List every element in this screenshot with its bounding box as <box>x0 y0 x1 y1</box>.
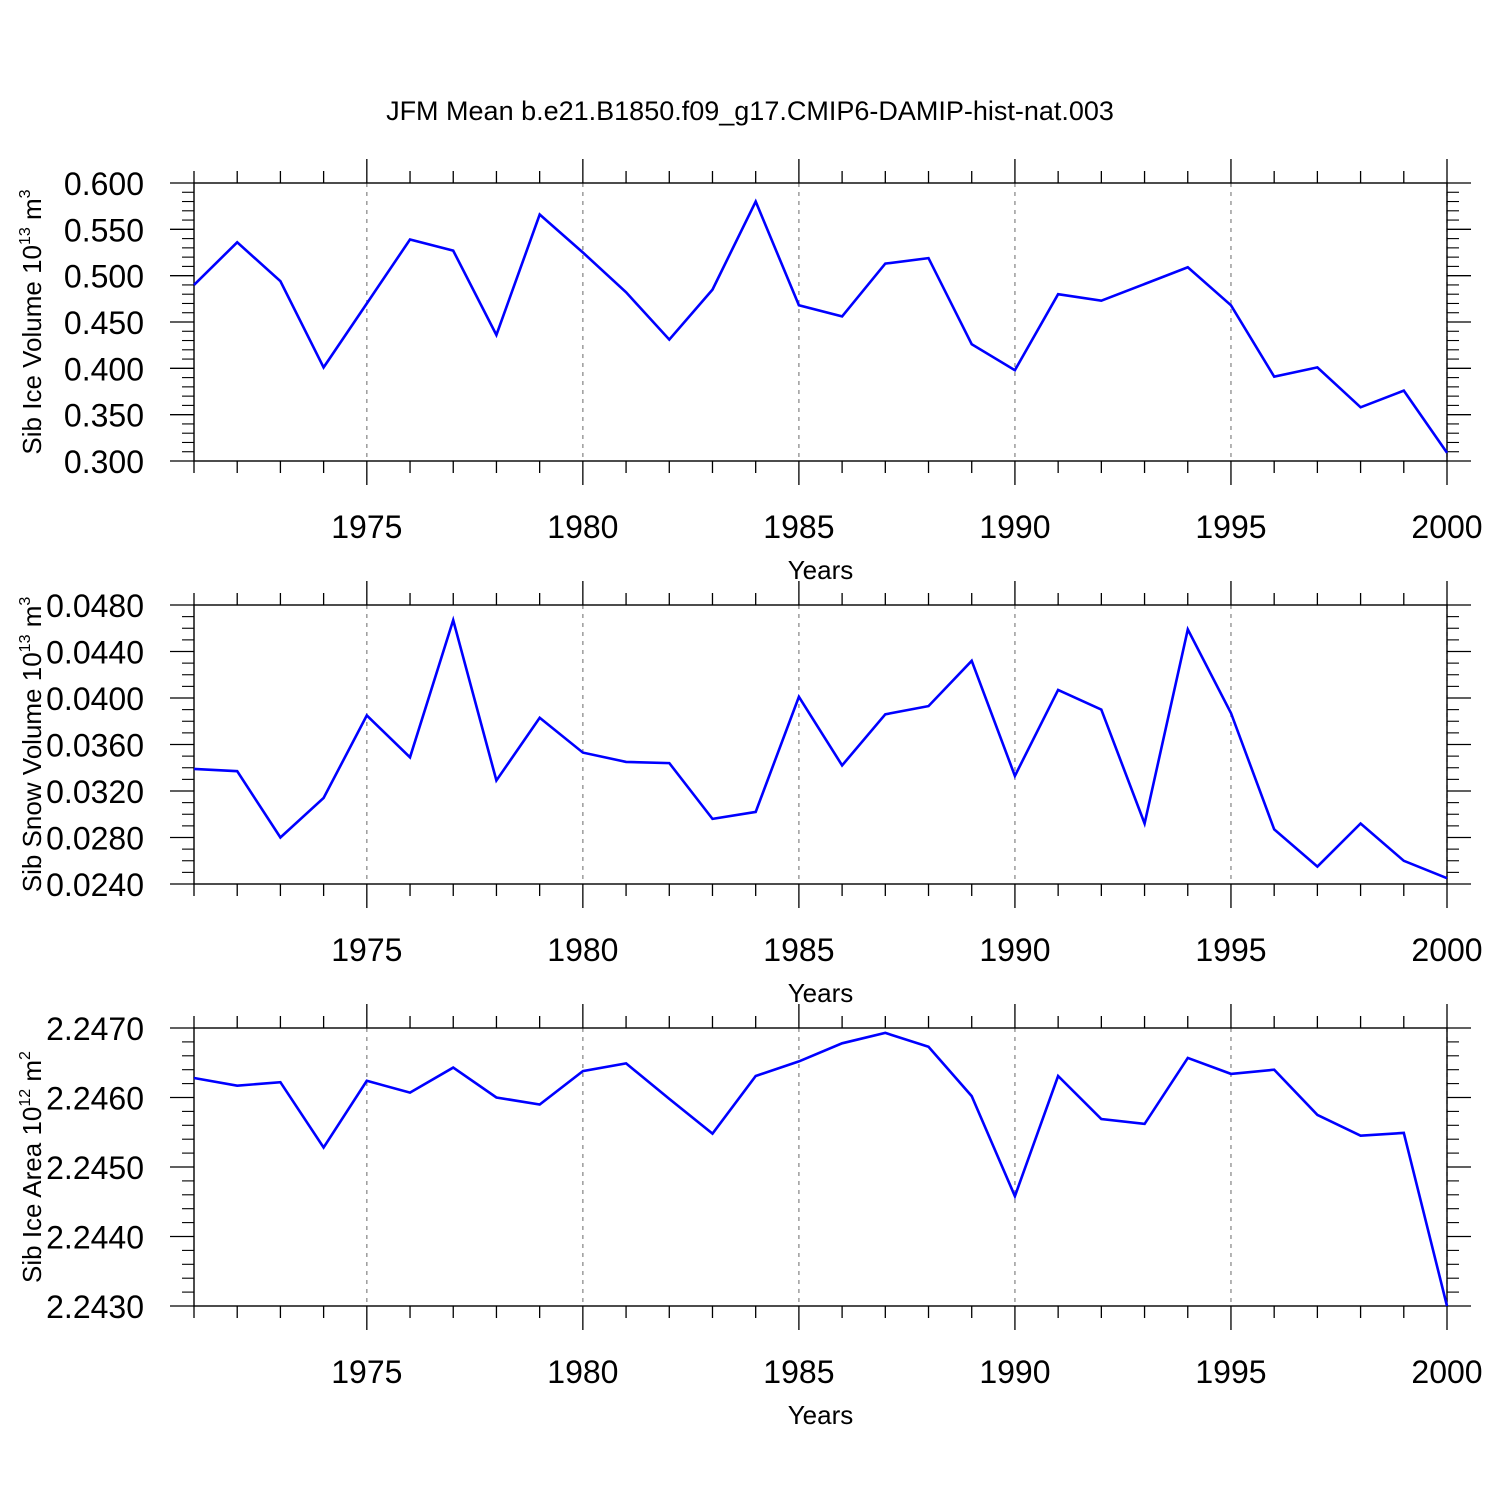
y-axis-label-unit: m <box>17 606 47 635</box>
x-tick-label: 1995 <box>1195 1354 1266 1390</box>
y-axis-label-exponent: 12 <box>17 1089 34 1107</box>
x-axis-label: Years <box>788 978 854 1008</box>
chart-panel-3: 2.2430 2.2440 2.2450 2.2460 2.2470 1975 1980 19… <box>17 1004 1483 1430</box>
y-tick-label: 0.0480 <box>46 588 144 624</box>
x-tick-label: 2000 <box>1411 1354 1482 1390</box>
y-axis-label-unit-exponent: 2 <box>17 1051 34 1060</box>
y-axis-label-main: Sib Snow Volume 10 <box>17 652 47 892</box>
y-tick-label: 0.0360 <box>46 728 144 764</box>
y-axis-label-exponent: 13 <box>17 634 34 652</box>
y-axis-label-main: Sib Ice Volume 10 <box>17 245 47 455</box>
x-tick-label: 1990 <box>979 932 1050 968</box>
y-axis-label: Sib Snow Volume 1013 m3 <box>17 597 47 893</box>
x-tick-label: 1975 <box>331 509 402 545</box>
y-tick-label: 2.2450 <box>46 1150 144 1186</box>
x-tick-label: 1990 <box>979 509 1050 545</box>
y-tick-label: 0.0400 <box>46 681 144 717</box>
y-tick-label: 2.2430 <box>46 1289 144 1325</box>
x-tick-label: 1980 <box>547 1354 618 1390</box>
y-axis-label: Sib Ice Area 1012 m2 <box>17 1051 47 1283</box>
y-tick-label: 0.0320 <box>46 774 144 810</box>
series-line <box>193 1031 1449 1307</box>
y-tick-label: 0.450 <box>64 305 144 341</box>
series-line <box>193 615 1448 880</box>
y-tick-label: 0.0280 <box>46 821 144 857</box>
x-tick-label: 1985 <box>763 509 834 545</box>
figure-title: JFM Mean b.e21.B1850.f09_g17.CMIP6-DAMIP… <box>386 96 1114 126</box>
y-tick-label: 0.600 <box>64 166 144 202</box>
x-tick-label: 1995 <box>1195 932 1266 968</box>
x-tick-label: 2000 <box>1411 932 1482 968</box>
x-tick-label: 1985 <box>763 932 834 968</box>
y-axis-label-unit-exponent: 3 <box>17 189 34 198</box>
chart-panel-2: 0.0240 0.0280 0.0320 0.0360 0.0400 0.0440 0.04… <box>17 581 1483 1008</box>
y-tick-label: 0.0440 <box>46 635 144 671</box>
x-tick-label: 1975 <box>331 932 402 968</box>
y-tick-label: 2.2440 <box>46 1220 144 1256</box>
y-tick-label: 0.500 <box>64 259 144 295</box>
x-tick-label: 2000 <box>1411 509 1482 545</box>
y-tick-label: 0.550 <box>64 212 144 248</box>
series-line <box>193 198 1449 454</box>
chart-panel-1: 0.300 0.350 0.400 0.450 0.500 0.550 0.600 1975 1… <box>17 159 1483 585</box>
x-tick-label: 1980 <box>547 932 618 968</box>
x-axis-label: Years <box>788 1400 854 1430</box>
y-axis-label-main: Sib Ice Area 10 <box>17 1107 47 1283</box>
y-tick-label: 0.300 <box>64 444 144 480</box>
y-axis-label-exponent: 13 <box>17 227 34 245</box>
y-tick-label: 0.0240 <box>46 867 144 903</box>
y-tick-label: 0.400 <box>64 351 144 387</box>
x-tick-label: 1975 <box>331 1354 402 1390</box>
x-tick-label: 1980 <box>547 509 618 545</box>
x-axis-label: Years <box>788 555 854 585</box>
y-tick-label: 2.2460 <box>46 1081 144 1117</box>
panels: 0.300 0.350 0.400 0.450 0.500 0.550 0.600 1975 1… <box>17 159 1483 1430</box>
x-tick-label: 1990 <box>979 1354 1050 1390</box>
y-tick-label: 0.350 <box>64 398 144 434</box>
x-tick-label: 1985 <box>763 1354 834 1390</box>
y-tick-label: 2.2470 <box>46 1011 144 1047</box>
y-axis-label: Sib Ice Volume 1013 m3 <box>17 189 47 454</box>
x-tick-label: 1995 <box>1195 509 1266 545</box>
y-axis-label-unit: m <box>17 198 47 227</box>
y-axis-label-unit: m <box>17 1060 47 1089</box>
y-axis-label-unit-exponent: 3 <box>17 597 34 606</box>
